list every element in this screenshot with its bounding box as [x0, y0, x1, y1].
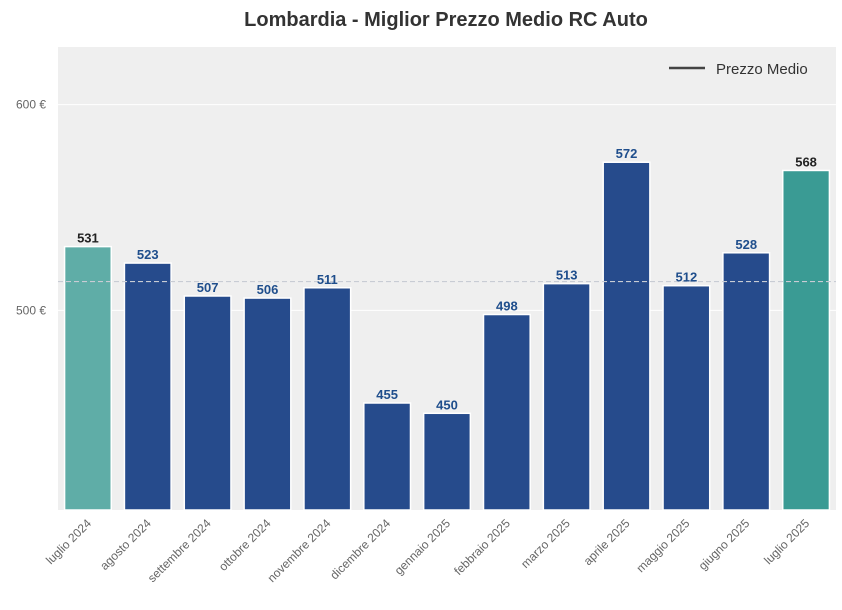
x-tick-label: marzo 2025	[518, 516, 573, 571]
y-tick-label: 600 €	[16, 98, 46, 112]
x-tick-label: agosto 2024	[97, 516, 154, 573]
bar	[542, 282, 591, 511]
bar	[602, 161, 651, 511]
bar-value-label: 528	[735, 237, 757, 252]
bar-value-label: 531	[77, 231, 99, 246]
x-tick-label: luglio 2024	[43, 516, 94, 567]
legend-label: Prezzo Medio	[716, 61, 808, 78]
bar-value-label: 450	[436, 397, 458, 412]
x-tick-label: dicembre 2024	[327, 516, 393, 582]
value-labels: 531 523 507 506 511 455 450 498 513 572 512 528 568	[77, 146, 817, 412]
bar-value-label: 568	[795, 154, 817, 169]
bar-value-label: 512	[676, 270, 698, 285]
x-tick-label: maggio 2025	[634, 516, 693, 575]
bar	[662, 284, 711, 511]
x-tick-label: luglio 2025	[761, 516, 812, 567]
bar-value-label: 523	[137, 247, 159, 262]
y-axis-ticks: 500 € 600 €	[16, 98, 46, 318]
bar	[183, 295, 232, 511]
bar-value-label: 498	[496, 299, 518, 314]
bar	[482, 313, 531, 511]
bar-value-label: 506	[257, 282, 279, 297]
bars	[63, 161, 831, 511]
bar	[722, 252, 771, 511]
bar-value-label: 511	[317, 272, 338, 287]
legend: Prezzo Medio	[669, 61, 808, 78]
bar	[303, 287, 352, 511]
x-tick-label: settembre 2024	[145, 516, 214, 585]
bar-value-label: 572	[616, 146, 638, 161]
bar-value-label: 507	[197, 280, 219, 295]
bar	[243, 297, 292, 511]
bar-value-label: 455	[376, 387, 398, 402]
x-tick-label: gennaio 2025	[392, 516, 454, 578]
bar	[63, 245, 113, 511]
bar	[422, 412, 472, 511]
chart-title: Lombardia - Miglior Prezzo Medio RC Auto	[244, 9, 648, 31]
bar-value-label: 513	[556, 268, 578, 283]
y-tick-label: 500 €	[16, 303, 46, 317]
x-tick-label: giugno 2025	[696, 516, 753, 573]
x-tick-label: aprile 2025	[581, 516, 633, 568]
bar	[363, 402, 412, 511]
bar	[123, 262, 172, 511]
x-tick-label: febbraio 2025	[451, 516, 513, 578]
x-tick-label: ottobre 2024	[216, 516, 274, 574]
x-tick-label: novembre 2024	[265, 516, 334, 585]
bar	[781, 169, 831, 511]
